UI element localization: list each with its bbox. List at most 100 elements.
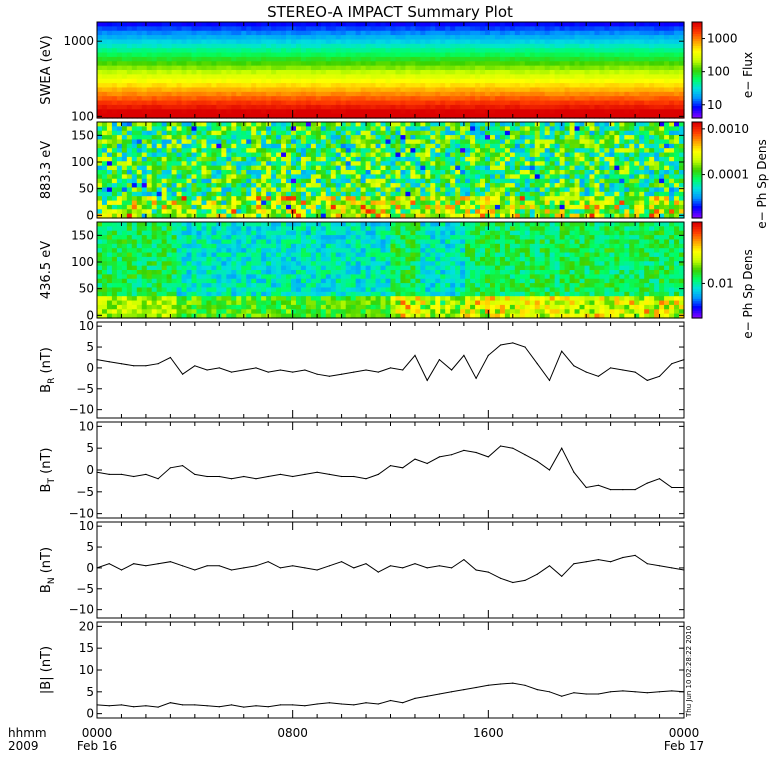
- heat-cell: [251, 91, 257, 97]
- heat-cell: [335, 122, 342, 127]
- heat-cell: [226, 161, 232, 167]
- heat-cell: [415, 204, 421, 210]
- heat-cell: [221, 122, 227, 127]
- heat-cell: [300, 22, 307, 27]
- heat-cell: [101, 78, 108, 84]
- heat-cell: [340, 130, 347, 136]
- heat-cell: [286, 52, 292, 58]
- heat-cell: [156, 109, 163, 115]
- heat-cell: [151, 152, 158, 158]
- heat-cell: [310, 100, 317, 106]
- heat-cell: [509, 74, 516, 80]
- heat-cell: [420, 65, 426, 71]
- heat-cell: [310, 52, 317, 58]
- heat-cell: [644, 74, 650, 80]
- heat-cell: [380, 204, 387, 210]
- heat-cell: [211, 113, 217, 119]
- heat-cell: [261, 43, 267, 49]
- heat-cell: [141, 61, 148, 67]
- heat-cell: [494, 22, 501, 27]
- heat-cell: [579, 122, 586, 127]
- heat-cell: [509, 200, 516, 206]
- heat-cell: [310, 191, 317, 197]
- heat-cell: [256, 83, 262, 89]
- heat-cell: [126, 187, 133, 193]
- heat-cell: [579, 96, 586, 102]
- heat-cell: [251, 178, 257, 184]
- heat-cell: [97, 130, 103, 136]
- heat-cell: [609, 170, 615, 175]
- heat-cell: [380, 91, 387, 97]
- heat-cell: [156, 139, 163, 145]
- heat-cell: [619, 26, 625, 32]
- heat-cell: [584, 156, 591, 162]
- heat-cell: [514, 161, 521, 167]
- heat-cell: [256, 165, 262, 171]
- heat-cell: [519, 22, 526, 27]
- heat-cell: [216, 56, 222, 62]
- heat-cell: [216, 174, 222, 180]
- heat-cell: [291, 156, 297, 162]
- heat-cell: [674, 56, 680, 62]
- heat-cell: [589, 174, 596, 180]
- heat-cell: [295, 100, 302, 106]
- heat-cell: [216, 148, 222, 154]
- heat-cell: [171, 91, 178, 97]
- heat-cell: [435, 139, 441, 145]
- heat-cell: [111, 30, 118, 36]
- heat-cell: [305, 109, 312, 115]
- heat-cell: [445, 139, 451, 145]
- heat-cell: [146, 200, 153, 206]
- heat-cell: [549, 26, 556, 32]
- heat-cell: [131, 196, 138, 202]
- heat-cell: [470, 74, 476, 80]
- heat-cell: [494, 39, 501, 45]
- heat-cell: [589, 43, 596, 49]
- heat-cell: [246, 74, 252, 80]
- heat-cell: [415, 209, 421, 215]
- heat-cell: [116, 178, 123, 184]
- heat-cell: [365, 161, 372, 167]
- heat-cell: [380, 52, 387, 58]
- heat-cell: [395, 161, 402, 167]
- heat-cell: [97, 52, 103, 58]
- heat-cell: [395, 109, 402, 115]
- heat-cell: [156, 122, 163, 127]
- heat-cell: [554, 174, 561, 180]
- heat-cell: [151, 126, 158, 132]
- heat-cell: [644, 26, 650, 32]
- heat-cell: [246, 48, 252, 54]
- heat-cell: [166, 78, 173, 84]
- heat-cell: [241, 161, 247, 167]
- heat-cell: [594, 161, 601, 167]
- heat-cell: [375, 39, 382, 45]
- heat-cell: [345, 152, 352, 158]
- heat-cell: [395, 191, 402, 197]
- heat-cell: [286, 174, 292, 180]
- heat-cell: [539, 70, 546, 75]
- heat-cell: [489, 152, 496, 158]
- heat-cell: [604, 48, 610, 54]
- heat-cell: [251, 30, 257, 36]
- heat-cell: [231, 61, 237, 67]
- heat-cell: [295, 61, 302, 67]
- heat-cell: [241, 191, 247, 197]
- heat-cell: [111, 26, 118, 32]
- heat-cell: [201, 209, 208, 215]
- heat-cell: [410, 109, 416, 115]
- heat-cell: [251, 187, 257, 193]
- heat-cell: [514, 35, 521, 41]
- colorbar-swatch: [692, 89, 702, 93]
- heat-cell: [514, 39, 521, 45]
- heat-cell: [151, 170, 158, 175]
- heat-cell: [181, 126, 188, 132]
- heat-cell: [131, 113, 138, 119]
- heat-cell: [256, 187, 262, 193]
- heat-cell: [624, 35, 630, 41]
- heat-cell: [276, 204, 282, 210]
- heat-cell: [375, 30, 382, 36]
- heat-cell: [325, 213, 332, 219]
- heat-cell: [584, 148, 591, 154]
- heat-cell: [201, 96, 208, 102]
- heat-cell: [340, 109, 347, 115]
